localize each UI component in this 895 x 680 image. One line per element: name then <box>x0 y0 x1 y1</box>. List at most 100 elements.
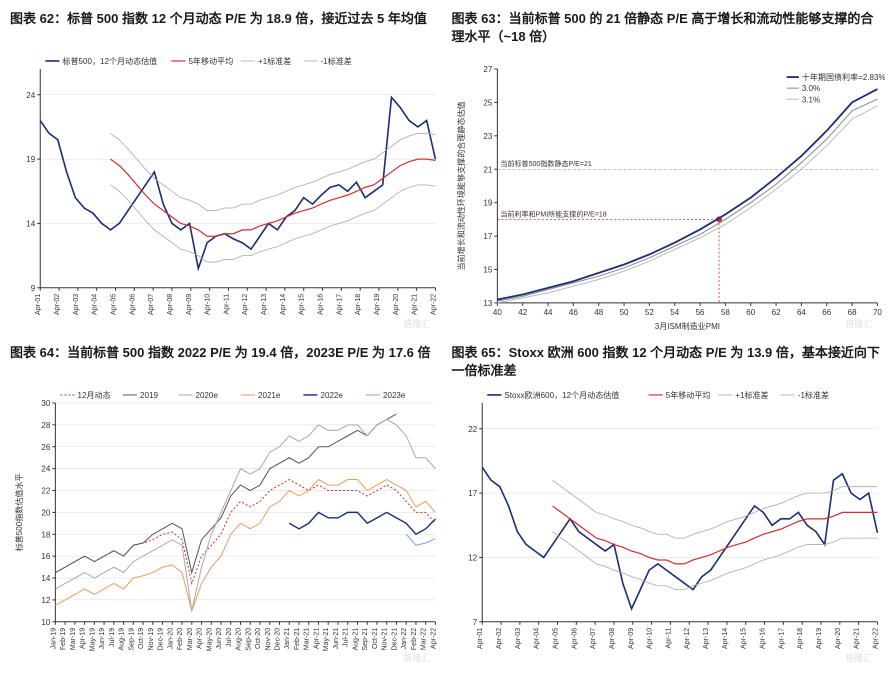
svg-text:当前增长和流动性环境能够支撑的合理静态估值: 当前增长和流动性环境能够支撑的合理静态估值 <box>456 101 466 270</box>
svg-text:格隆汇: 格隆汇 <box>845 318 872 329</box>
svg-text:Feb-22: Feb-22 <box>411 628 418 650</box>
svg-text:Apr-06: Apr-06 <box>129 294 136 315</box>
svg-text:42: 42 <box>518 308 527 317</box>
svg-text:Apr-16: Apr-16 <box>759 628 766 649</box>
svg-text:50: 50 <box>619 308 628 317</box>
svg-text:54: 54 <box>670 308 679 317</box>
svg-text:Apr-04: Apr-04 <box>533 628 540 649</box>
svg-text:Apr-18: Apr-18 <box>797 628 804 649</box>
svg-text:Feb-20: Feb-20 <box>177 628 184 650</box>
svg-text:24: 24 <box>26 91 35 100</box>
svg-text:Apr-12: Apr-12 <box>242 294 249 315</box>
svg-text:2021e: 2021e <box>258 391 281 400</box>
svg-text:Jan-21: Jan-21 <box>284 628 291 650</box>
svg-text:Apr-04: Apr-04 <box>92 294 99 315</box>
svg-text:2023e: 2023e <box>383 391 406 400</box>
svg-text:Sep-19: Sep-19 <box>128 628 135 651</box>
svg-text:17: 17 <box>468 489 477 498</box>
panel-64: 图表 64：当前标普 500 指数 2022 P/E 为 19.4 倍，2023… <box>10 344 444 670</box>
svg-text:Sep-21: Sep-21 <box>362 628 369 651</box>
svg-text:Apr-19: Apr-19 <box>815 628 822 649</box>
svg-text:Apr-12: Apr-12 <box>684 628 691 649</box>
panel-62: 图表 62：标普 500 指数 12 个月动态 P/E 为 18.9 倍，接近过… <box>10 10 444 336</box>
svg-text:Apr-17: Apr-17 <box>778 628 785 649</box>
panel-64-chart: 1012141618202224262830Jan-19Feb-19Mar-19… <box>10 382 444 670</box>
svg-text:14: 14 <box>26 219 35 228</box>
svg-text:Apr-10: Apr-10 <box>646 628 653 649</box>
svg-text:Apr-09: Apr-09 <box>627 628 634 649</box>
svg-text:58: 58 <box>720 308 729 317</box>
svg-text:2022e: 2022e <box>321 391 344 400</box>
svg-text:30: 30 <box>41 399 50 408</box>
svg-text:3.0%: 3.0% <box>801 84 819 93</box>
svg-text:56: 56 <box>695 308 704 317</box>
svg-text:17: 17 <box>483 232 492 241</box>
svg-text:Dec-19: Dec-19 <box>158 628 165 651</box>
svg-text:Stoxx欧洲600，12个月动态估值: Stoxx欧洲600，12个月动态估值 <box>504 390 619 400</box>
svg-text:26: 26 <box>41 443 50 452</box>
svg-text:Apr-21: Apr-21 <box>313 628 320 649</box>
svg-text:Feb-21: Feb-21 <box>294 628 301 650</box>
svg-text:Jan-20: Jan-20 <box>167 628 174 650</box>
svg-text:Apr-13: Apr-13 <box>703 628 710 649</box>
svg-text:19: 19 <box>26 155 35 164</box>
svg-text:3月ISM制造业PMI: 3月ISM制造业PMI <box>654 321 719 331</box>
svg-text:Oct-20: Oct-20 <box>255 628 262 649</box>
svg-text:Apr-17: Apr-17 <box>336 294 343 315</box>
svg-text:May-19: May-19 <box>89 628 96 652</box>
svg-text:Nov-20: Nov-20 <box>265 628 272 651</box>
svg-text:Jun-21: Jun-21 <box>333 628 340 650</box>
svg-text:Apr-14: Apr-14 <box>280 294 287 315</box>
panel-65-title: 图表 65：Stoxx 欧洲 600 指数 12 个月动态 P/E 为 13.9… <box>452 344 886 382</box>
svg-text:Apr-02: Apr-02 <box>54 294 61 315</box>
svg-text:Jan-22: Jan-22 <box>401 628 408 650</box>
svg-text:15: 15 <box>483 266 492 275</box>
svg-text:62: 62 <box>771 308 780 317</box>
svg-text:May-21: May-21 <box>323 628 330 652</box>
chart-grid: 图表 62：标普 500 指数 12 个月动态 P/E 为 18.9 倍，接近过… <box>10 10 885 670</box>
panel-65-chart: 7121722Apr-01Apr-02Apr-03Apr-04Apr-05Apr… <box>452 382 886 670</box>
svg-text:Jul-20: Jul-20 <box>226 628 233 647</box>
svg-text:Dec-21: Dec-21 <box>391 628 398 651</box>
svg-text:Apr-20: Apr-20 <box>393 294 400 315</box>
svg-text:Aug-19: Aug-19 <box>119 628 126 651</box>
svg-text:Apr-03: Apr-03 <box>514 628 521 649</box>
svg-text:Apr-03: Apr-03 <box>73 294 80 315</box>
svg-text:Apr-07: Apr-07 <box>590 628 597 649</box>
svg-text:12月动态: 12月动态 <box>78 390 111 400</box>
svg-text:Apr-20: Apr-20 <box>197 628 204 649</box>
svg-text:Apr-21: Apr-21 <box>853 628 860 649</box>
svg-text:Apr-19: Apr-19 <box>374 294 381 315</box>
svg-text:Apr-01: Apr-01 <box>477 628 484 649</box>
svg-text:Apr-06: Apr-06 <box>571 628 578 649</box>
svg-text:Apr-11: Apr-11 <box>223 294 230 315</box>
svg-text:66: 66 <box>822 308 831 317</box>
svg-text:Jun-19: Jun-19 <box>99 628 106 650</box>
svg-text:Apr-20: Apr-20 <box>834 628 841 649</box>
svg-text:Oct-21: Oct-21 <box>372 628 379 649</box>
svg-text:Jan-19: Jan-19 <box>50 628 57 650</box>
svg-text:21: 21 <box>483 165 492 174</box>
svg-text:9: 9 <box>31 284 36 293</box>
svg-text:Apr-15: Apr-15 <box>299 294 306 315</box>
svg-text:52: 52 <box>644 308 653 317</box>
panel-62-chart: 9141924Apr-01Apr-02Apr-03Apr-04Apr-05Apr… <box>10 48 444 336</box>
svg-text:格隆汇: 格隆汇 <box>403 318 430 329</box>
svg-text:5年移动平均: 5年移动平均 <box>188 56 233 66</box>
svg-text:标普500指数估值水平: 标普500指数估值水平 <box>14 473 24 551</box>
svg-text:64: 64 <box>796 308 805 317</box>
svg-text:19: 19 <box>483 199 492 208</box>
svg-text:Apr-21: Apr-21 <box>412 294 419 315</box>
svg-text:格隆汇: 格隆汇 <box>403 652 430 663</box>
panel-62-title: 图表 62：标普 500 指数 12 个月动态 P/E 为 18.9 倍，接近过… <box>10 10 444 48</box>
svg-text:Dec-20: Dec-20 <box>275 628 282 651</box>
svg-text:13: 13 <box>483 299 492 308</box>
svg-text:Apr-19: Apr-19 <box>80 628 87 649</box>
svg-text:24: 24 <box>41 465 50 474</box>
svg-text:70: 70 <box>872 308 881 317</box>
panel-63-title: 图表 63：当前标普 500 的 21 倍静态 P/E 高于增长和流动性能够支撑… <box>452 10 886 48</box>
svg-text:48: 48 <box>594 308 603 317</box>
svg-text:Mar-21: Mar-21 <box>304 628 311 650</box>
svg-text:16: 16 <box>41 552 50 561</box>
svg-text:Apr-07: Apr-07 <box>148 294 155 315</box>
